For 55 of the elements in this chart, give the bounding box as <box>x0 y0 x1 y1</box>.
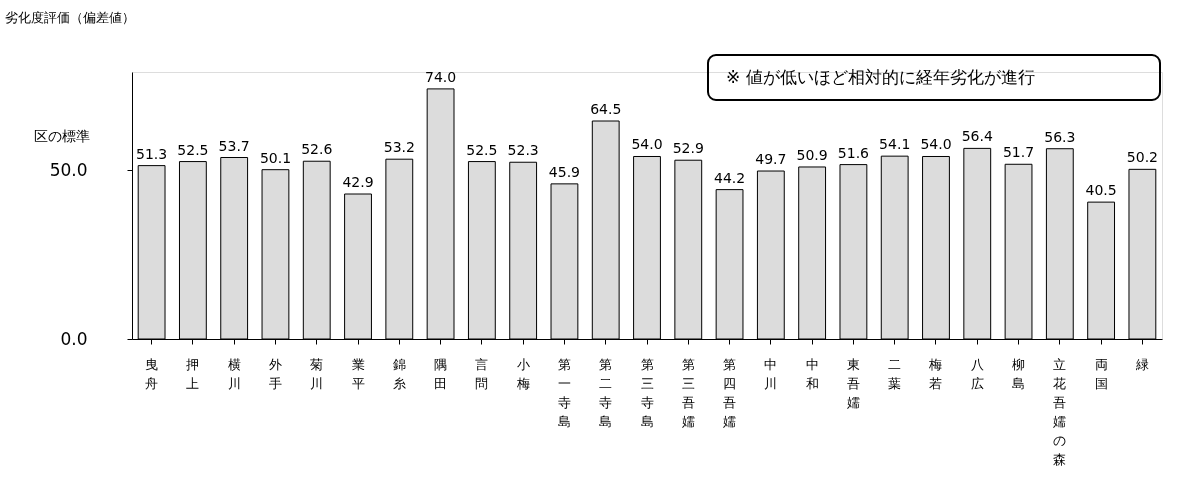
data-label: 52.5 <box>466 141 498 158</box>
x-tick-label: 小梅 <box>515 356 530 391</box>
data-label: 54.0 <box>631 136 663 153</box>
data-label: 56.3 <box>1044 128 1076 145</box>
text: 区の標準 <box>34 128 90 144</box>
data-label: 64.5 <box>590 101 622 118</box>
x-tick-label: 第二寺島 <box>599 356 613 429</box>
x-tick-label: 押上 <box>186 356 200 391</box>
x-tick-label: 中和 <box>805 356 819 391</box>
data-label: 50.2 <box>1126 149 1158 166</box>
x-tick-label: 柳島 <box>1012 356 1026 391</box>
x-tick-label: 業平 <box>351 356 365 391</box>
data-label: 49.7 <box>755 151 787 168</box>
x-tick-label: 八広 <box>970 356 984 391</box>
data-label: 52.6 <box>301 141 333 158</box>
data-label: 45.9 <box>548 163 581 180</box>
x-tick-label: 曳舟 <box>145 356 159 391</box>
x-tick-label: 第一寺島 <box>557 356 571 429</box>
annotation: ※ 値が低いほど相対的に経年劣化が進行 <box>726 66 1035 87</box>
x-tick-label: 緑 <box>1134 356 1149 372</box>
y-tick-label: 50.0 <box>49 159 88 180</box>
data-label: 50.9 <box>796 146 828 163</box>
data-label: 51.3 <box>136 145 168 162</box>
x-tick-label: 第三吾嬬 <box>681 356 695 429</box>
x-tick-label: 立花吾嬬の森 <box>1053 356 1067 467</box>
x-tick-label: 第三寺島 <box>640 356 654 429</box>
x-tick-label: 横川 <box>227 356 241 391</box>
x-tick-label: 二葉 <box>888 356 902 391</box>
x-tick-label: 中川 <box>764 356 778 391</box>
data-label: 50.1 <box>259 149 292 166</box>
x-tick-label: 東吾嬬 <box>846 356 860 410</box>
y-tick-label: 0.0 <box>60 328 88 349</box>
x-tick-label: 梅若 <box>928 356 943 391</box>
data-label: 52.9 <box>672 140 704 157</box>
x-tick-label: 錦糸 <box>392 356 406 391</box>
x-tick-label: 外手 <box>268 356 282 391</box>
data-label: 40.5 <box>1085 182 1117 199</box>
data-label: 42.9 <box>342 174 374 191</box>
x-tick-label: 両国 <box>1094 356 1108 391</box>
data-label: 51.6 <box>837 144 870 161</box>
data-label: 56.4 <box>961 128 993 145</box>
data-label: 53.2 <box>383 139 415 156</box>
data-label: 44.2 <box>713 169 746 186</box>
data-label: 74.0 <box>425 68 457 85</box>
x-tick-label: 第四吾嬬 <box>723 356 737 429</box>
x-tick-label: 言問 <box>475 356 489 391</box>
data-label: 54.0 <box>920 136 952 153</box>
data-label: 53.7 <box>218 137 250 154</box>
data-label: 54.1 <box>879 136 911 153</box>
y-axis-title: 劣化度評価（偏差値） <box>4 9 135 25</box>
data-label: 52.3 <box>507 142 539 159</box>
x-tick-label: 菊川 <box>310 356 324 391</box>
data-label: 52.5 <box>177 141 209 158</box>
x-tick-label: 隅田 <box>434 356 448 391</box>
data-label: 51.7 <box>1002 144 1035 161</box>
